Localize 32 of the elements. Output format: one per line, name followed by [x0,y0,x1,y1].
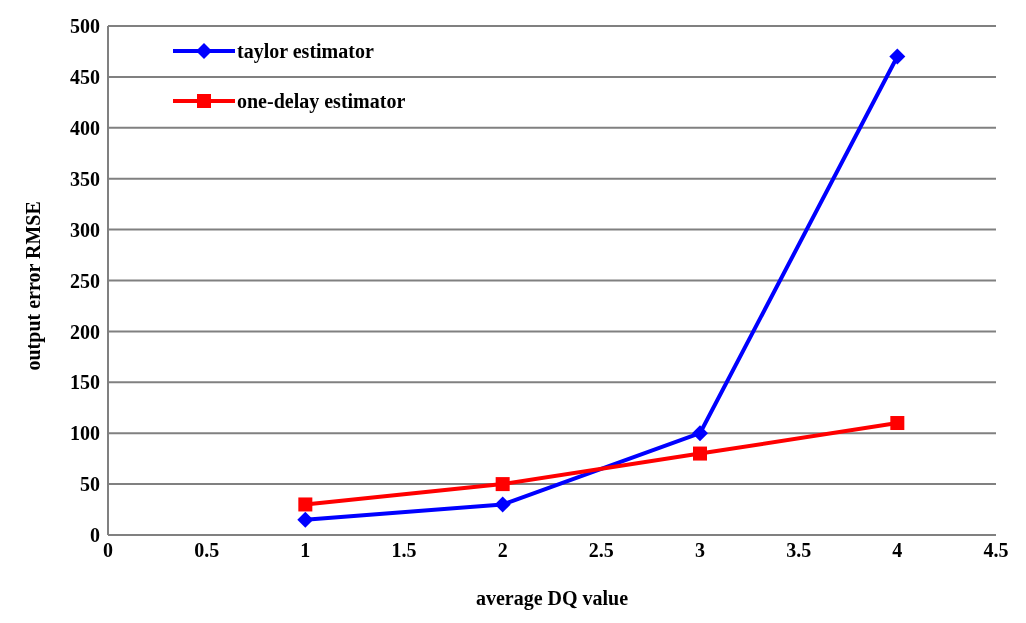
point [298,497,313,512]
point [890,416,905,431]
point [494,496,511,513]
point [692,425,708,442]
legend-label: one-delay estimator [237,89,406,113]
point [889,48,906,65]
x-tick-label: 0.5 [194,539,220,562]
x-tick-label: 1.5 [391,539,417,562]
y-tick-label: 50 [80,473,100,496]
x-tick-label: 2.5 [588,539,614,562]
y-tick-label: 500 [70,15,100,38]
y-tick-label: 150 [70,371,100,394]
x-axis-title: average DQ value [475,587,629,610]
y-tick-label: 0 [90,524,100,547]
y-tick-label: 250 [70,269,100,292]
legend-label: taylor estimator [237,39,374,63]
x-tick-label: 2 [497,539,508,562]
x-tick-label: 4.5 [983,539,1009,562]
y-axis-title: output error RMSE [22,201,46,371]
x-tick-label: 1 [300,539,311,562]
y-tick-label: 200 [70,320,100,343]
point [297,511,314,528]
y-tick-label: 300 [70,218,100,241]
y-tick-label: 100 [70,422,100,445]
y-tick-label: 450 [70,66,100,88]
x-tick-label: 3.5 [786,539,812,562]
y-tick-label: 350 [70,167,100,190]
x-tick-label: 4 [892,539,903,562]
point [495,477,510,492]
y-tick-label: 400 [70,116,100,139]
x-tick-label: 3 [695,539,705,562]
point [693,446,707,461]
